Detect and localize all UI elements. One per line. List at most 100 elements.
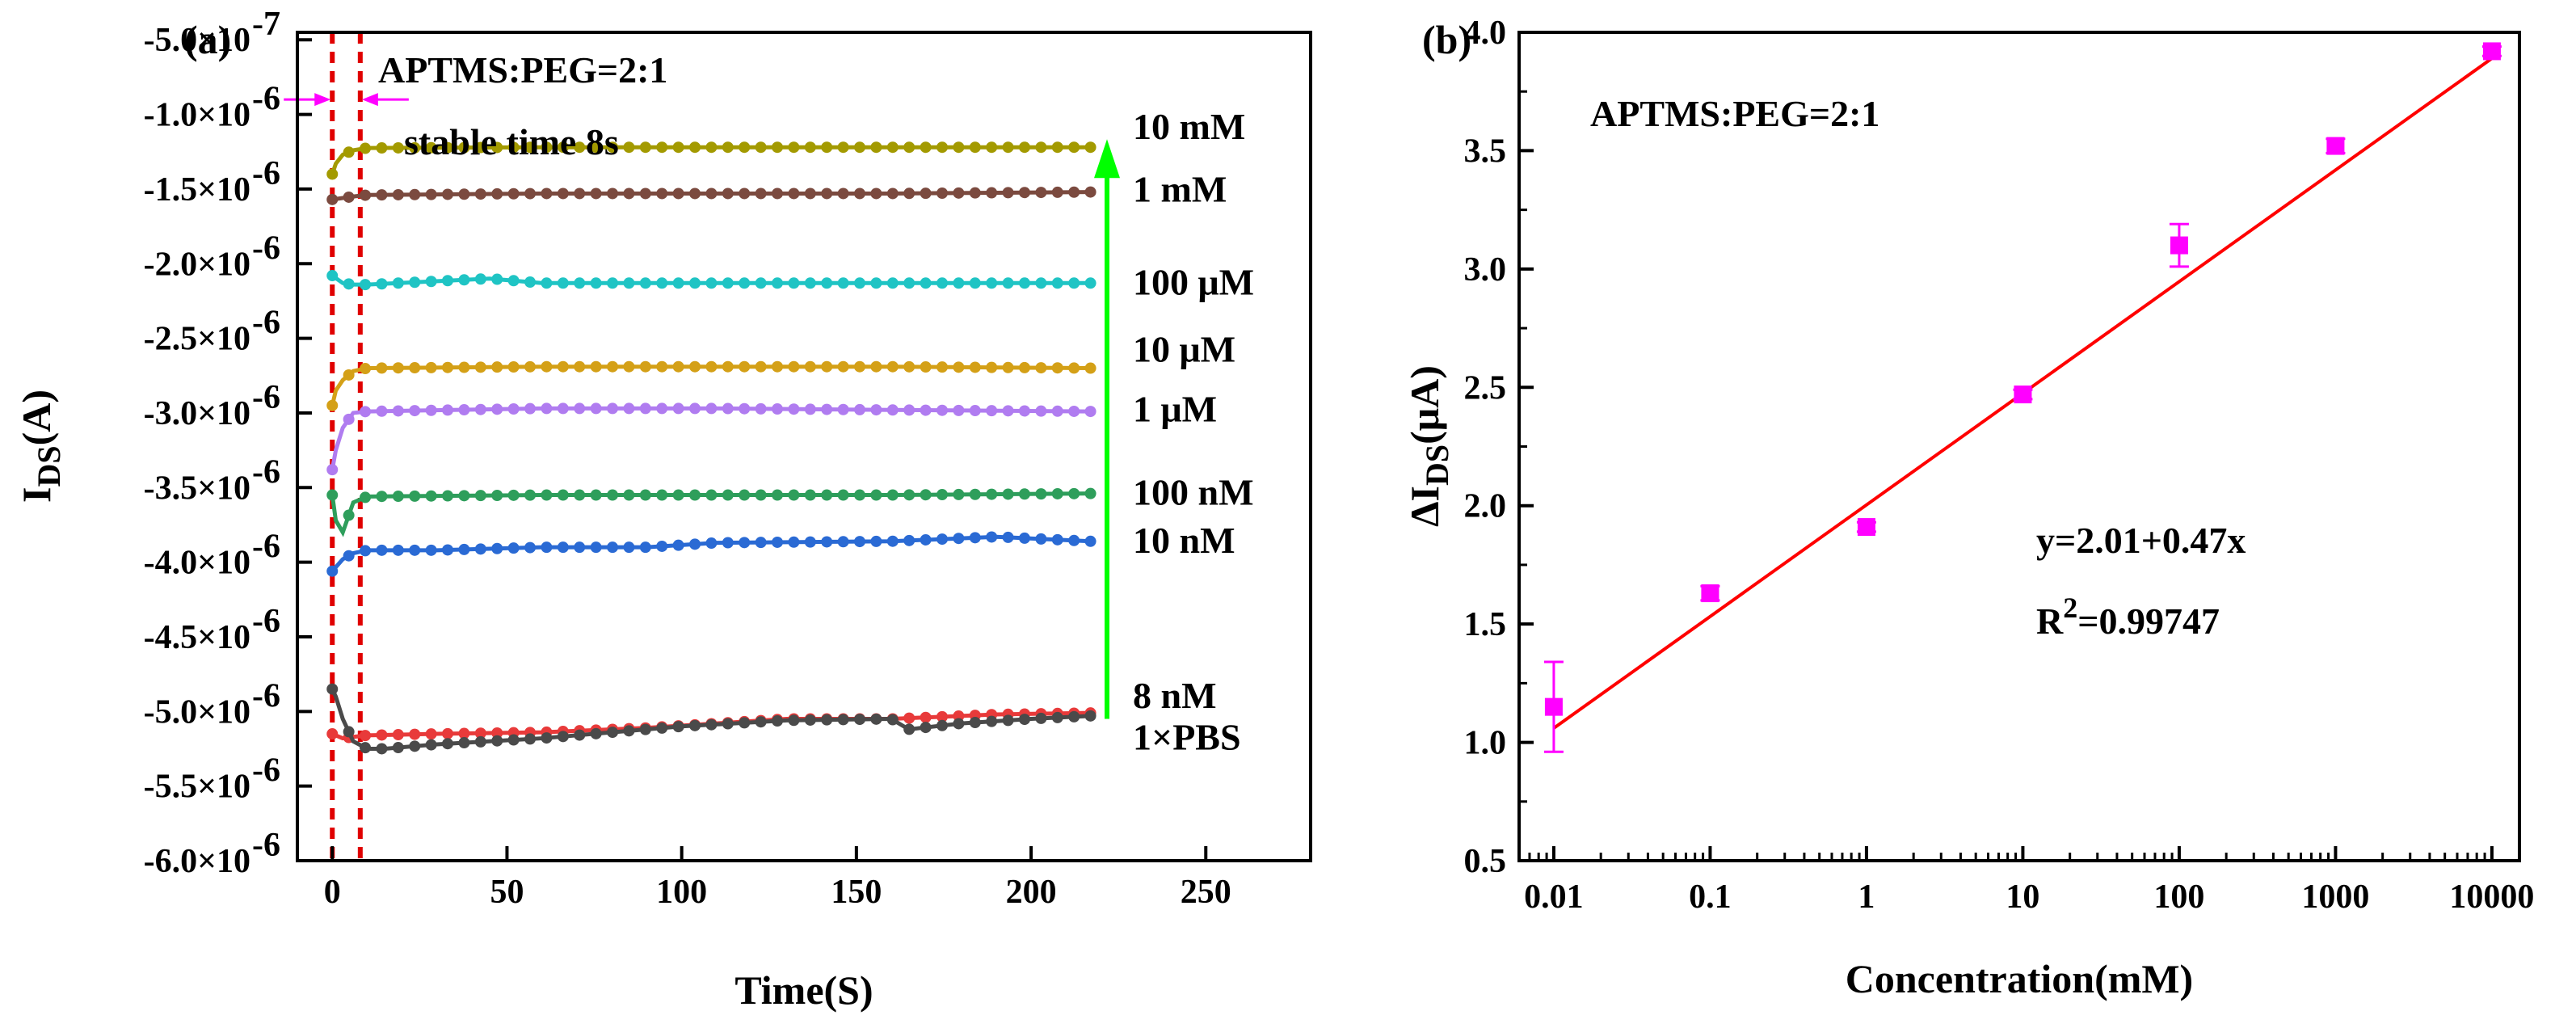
series-marker <box>574 729 586 741</box>
series-marker <box>524 489 537 501</box>
series-marker <box>360 545 372 557</box>
y-tick-label: -3.5×10 <box>144 470 250 507</box>
series-marker <box>343 278 355 290</box>
y-tick-exponent: -6 <box>252 305 280 342</box>
series-marker <box>886 277 899 289</box>
series-marker <box>936 489 948 501</box>
series-marker <box>1002 141 1014 154</box>
series-marker <box>920 141 932 154</box>
panel-b-y-axis-symbol: ΔI <box>1402 486 1447 527</box>
series-marker <box>574 360 586 373</box>
series-marker <box>507 489 520 501</box>
series-marker <box>590 141 602 154</box>
series-marker <box>705 718 718 731</box>
series-marker <box>969 277 981 289</box>
series-marker <box>920 533 932 546</box>
series-marker <box>722 187 734 200</box>
series-marker <box>886 141 899 154</box>
series-marker <box>326 270 339 282</box>
series-marker <box>1002 361 1014 373</box>
series-marker <box>772 187 784 200</box>
series-marker <box>541 541 553 554</box>
series-marker <box>689 187 701 200</box>
series-marker <box>953 141 965 154</box>
y-tick-exponent: -6 <box>252 379 280 416</box>
series-marker <box>689 489 701 501</box>
y-tick-label: 1.0 <box>1464 725 1507 762</box>
series-marker <box>607 541 619 554</box>
series-marker <box>739 141 751 154</box>
series-marker <box>755 402 767 415</box>
series-marker <box>392 544 404 556</box>
series-marker <box>672 402 684 415</box>
y-tick-label: 0.5 <box>1464 843 1507 880</box>
series-marker <box>986 361 998 373</box>
series-marker <box>672 141 684 154</box>
series-marker <box>739 277 751 289</box>
series-marker <box>953 361 965 373</box>
series-marker <box>458 727 470 739</box>
series-marker <box>623 277 635 289</box>
series-marker <box>853 714 865 726</box>
series-label-100-M: 100 μM <box>1133 261 1254 302</box>
series-marker <box>1018 714 1030 726</box>
series-marker <box>409 188 421 200</box>
series-marker <box>1084 406 1096 418</box>
series-marker <box>821 277 833 289</box>
series-marker <box>1002 531 1014 543</box>
series-marker <box>853 489 865 501</box>
series-marker <box>326 489 339 501</box>
series-marker <box>376 743 388 755</box>
series-marker <box>376 544 388 556</box>
y-tick-label: -4.5×10 <box>144 619 250 656</box>
panel-a-annotation-title: APTMS:PEG=2:1 <box>378 49 667 91</box>
series-marker <box>788 141 800 154</box>
series-marker <box>788 403 800 415</box>
series-marker <box>739 360 751 373</box>
series-marker <box>590 277 602 289</box>
series-marker <box>821 403 833 415</box>
panel-b-label: (b) <box>1422 17 1471 62</box>
series-marker <box>425 739 437 751</box>
y-tick-label: 2.0 <box>1464 488 1507 525</box>
panel-b-r-symbol: R <box>2036 600 2064 642</box>
panel-b-r-squared: R2=0.99747 <box>2036 592 2220 642</box>
series-marker <box>853 187 865 200</box>
series-marker <box>360 491 372 503</box>
series-marker <box>557 541 569 554</box>
series-marker <box>656 187 668 200</box>
series-marker <box>360 363 372 375</box>
series-marker <box>541 277 553 289</box>
series-marker <box>837 141 849 154</box>
series-marker <box>739 717 751 729</box>
panel-a-stable-time-label: stable time 8s <box>404 121 619 162</box>
series-marker <box>639 402 651 415</box>
series-marker <box>920 722 932 734</box>
series-label-1-mM: 1 mM <box>1133 168 1227 209</box>
series-marker <box>837 403 849 415</box>
series-marker <box>425 490 437 502</box>
series-marker <box>474 273 486 285</box>
series-marker <box>623 489 635 501</box>
series-marker <box>672 277 684 289</box>
series-marker <box>772 489 784 501</box>
series-marker <box>853 277 865 289</box>
series-marker <box>360 406 372 418</box>
series-marker <box>772 715 784 727</box>
series-marker <box>425 361 437 373</box>
series-marker <box>425 141 437 154</box>
series-marker <box>458 404 470 416</box>
x-tick-label: 1000 <box>2301 878 2369 916</box>
series-marker <box>788 714 800 727</box>
series-marker <box>458 274 470 286</box>
series-marker <box>1068 186 1080 198</box>
series-marker <box>474 188 486 200</box>
series-marker <box>886 404 899 416</box>
series-marker <box>689 360 701 373</box>
series-marker <box>705 402 718 415</box>
data-point <box>1857 518 1875 537</box>
series-marker <box>969 532 981 544</box>
panel-a-y-axis-title: IDS(A) <box>14 390 67 503</box>
series-marker <box>804 187 816 200</box>
series-marker <box>903 723 915 735</box>
